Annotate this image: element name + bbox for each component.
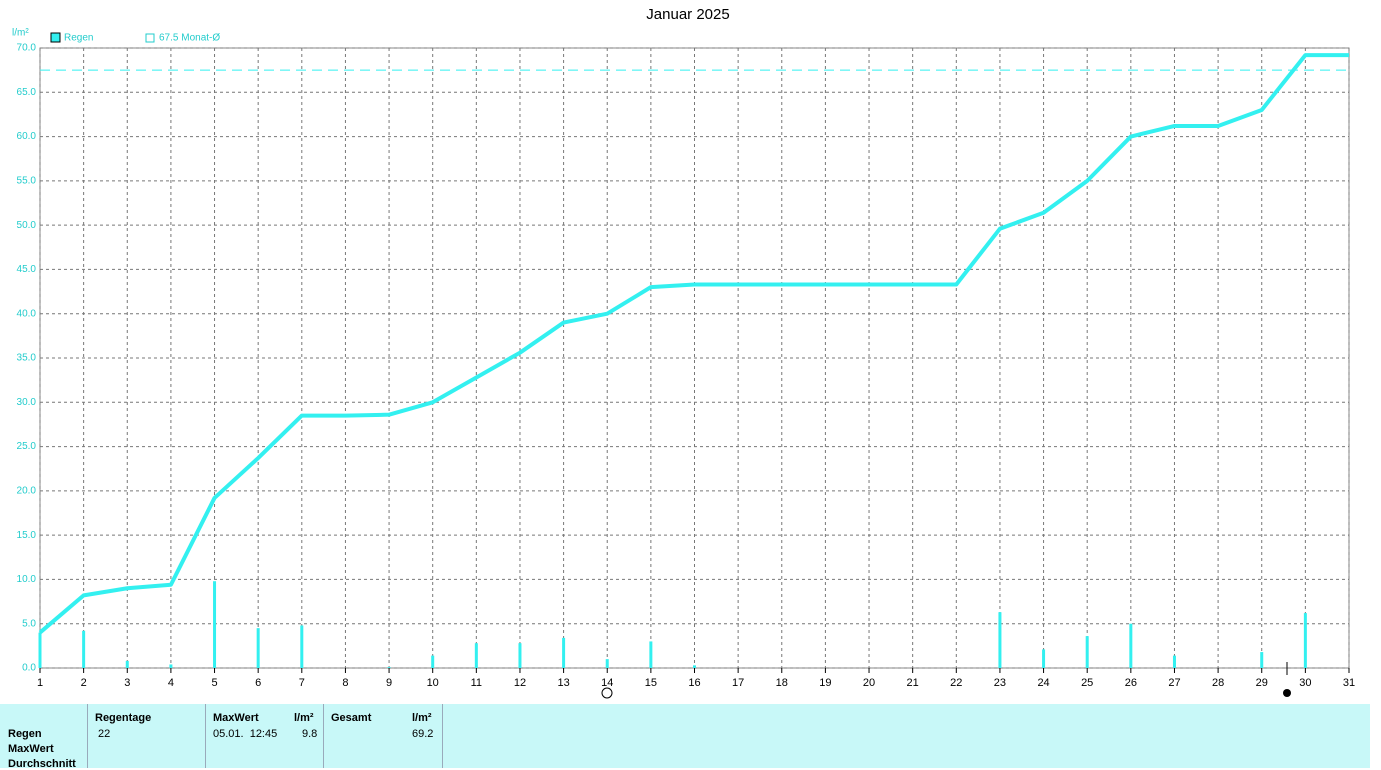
cell: 69.2 — [412, 728, 434, 740]
bar — [562, 637, 566, 668]
cell: 9.8 — [302, 728, 318, 740]
y-tick-label: 50.0 — [17, 220, 37, 231]
x-tick-label: 7 — [299, 677, 305, 689]
bar — [431, 655, 435, 668]
plot-area: 0.0 5.0 10.0 15.0 20.0 25.0 30.0 35.0 40.0 45.0 50… — [17, 43, 1356, 689]
x-tick-label: 20 — [863, 677, 875, 689]
x-tick-label: 26 — [1125, 677, 1137, 689]
header: Gesamt — [331, 712, 372, 724]
x-tick-label: 10 — [427, 677, 439, 689]
bar — [1260, 652, 1264, 668]
y-tick-label: 65.0 — [17, 87, 37, 98]
x-tick-label: 15 — [645, 677, 657, 689]
x-tick-label: 27 — [1168, 677, 1180, 689]
moon-new — [1283, 689, 1291, 697]
unit: l/m² — [294, 712, 314, 724]
y-tick-label: 35.0 — [17, 353, 37, 364]
y-tick-label: 5.0 — [22, 618, 36, 629]
y-tick-label: 0.0 — [22, 663, 36, 674]
y-tick-label: 15.0 — [17, 530, 37, 541]
legend-swatch — [145, 33, 155, 43]
y-tick-label: 20.0 — [17, 485, 37, 496]
row-label: MaxWert — [8, 743, 54, 755]
header: Regentage — [95, 712, 152, 724]
x-tick-label: 12 — [514, 677, 526, 689]
unit: l/m² — [412, 712, 432, 724]
bar — [1172, 655, 1176, 668]
row-label: Durchschnitt — [8, 758, 76, 770]
bar — [38, 632, 42, 668]
y-tick-label: 55.0 — [17, 175, 37, 186]
cumulative-line — [38, 53, 1349, 635]
x-tick-label: 29 — [1256, 677, 1268, 689]
cell: 05.01. 12:45 — [213, 728, 278, 740]
x-tick-label: 31 — [1343, 677, 1355, 689]
x-tick-label: 8 — [342, 677, 348, 689]
row-label: Regen — [8, 728, 42, 740]
chart-title: Januar 2025 — [646, 6, 729, 23]
moon-full — [601, 687, 613, 699]
bar — [605, 659, 609, 668]
summary-table: Regen MaxWert Durchschnitt Regentage 22 … — [0, 704, 1370, 770]
bar — [1303, 613, 1307, 668]
bar — [1042, 649, 1046, 668]
bar — [82, 630, 86, 668]
cell: 22 — [98, 728, 111, 740]
legend-label: 67.5 Monat-Ø — [159, 33, 220, 44]
x-tick-label: 18 — [776, 677, 788, 689]
legend-swatch — [50, 32, 61, 43]
bar — [256, 628, 260, 668]
bar — [998, 612, 1002, 668]
x-tick-label: 11 — [471, 677, 482, 689]
x-tick-label: 19 — [819, 677, 831, 689]
x-tick-label: 25 — [1081, 677, 1093, 689]
y-tick-label: 30.0 — [17, 397, 37, 408]
y-tick-label: 10.0 — [17, 574, 37, 585]
chart: Januar 2025 l/m² Regen 67.5 Monat-Ø 0.0 5… — [12, 6, 1356, 699]
bar — [649, 641, 653, 668]
bar — [300, 625, 304, 668]
bar — [125, 660, 129, 668]
x-tick-label: 9 — [386, 677, 392, 689]
bar — [387, 667, 391, 668]
y-axis-label: l/m² — [12, 28, 29, 39]
column: MaxWert l/m² 05.01. 12:45 9.8 — [205, 704, 324, 768]
y-tick-label: 25.0 — [17, 441, 37, 452]
x-tick-label: 16 — [688, 677, 700, 689]
x-tick-label: 3 — [124, 677, 130, 689]
x-tick-label: 17 — [732, 677, 744, 689]
header: MaxWert — [213, 712, 259, 724]
x-tick-label: 6 — [255, 677, 261, 689]
bar — [474, 643, 478, 668]
x-tick-label: 21 — [907, 677, 919, 689]
y-tick-label: 70.0 — [17, 43, 37, 54]
x-tick-label: 1 — [37, 677, 43, 689]
y-tick-label: 40.0 — [17, 308, 37, 319]
bar — [1129, 623, 1133, 668]
x-tick-label: 5 — [211, 677, 217, 689]
x-tick-label: 28 — [1212, 677, 1224, 689]
column: Regentage 22 — [87, 704, 206, 768]
bar — [693, 665, 696, 668]
bar — [169, 664, 173, 668]
y-tick-label: 60.0 — [17, 131, 37, 142]
column: Gesamt l/m² 69.2 — [323, 704, 443, 768]
x-tick-label: 23 — [994, 677, 1006, 689]
x-tick-label: 30 — [1299, 677, 1311, 689]
bar — [1085, 636, 1089, 668]
bar — [213, 581, 217, 668]
x-tick-label: 13 — [557, 677, 569, 689]
bar — [518, 643, 522, 668]
x-tick-label: 14 — [601, 677, 613, 689]
legend-label: Regen — [64, 33, 93, 44]
x-tick-label: 24 — [1037, 677, 1049, 689]
x-tick-label: 2 — [81, 677, 87, 689]
y-tick-label: 45.0 — [17, 264, 37, 275]
x-tick-label: 4 — [168, 677, 174, 689]
x-tick-label: 22 — [950, 677, 962, 689]
